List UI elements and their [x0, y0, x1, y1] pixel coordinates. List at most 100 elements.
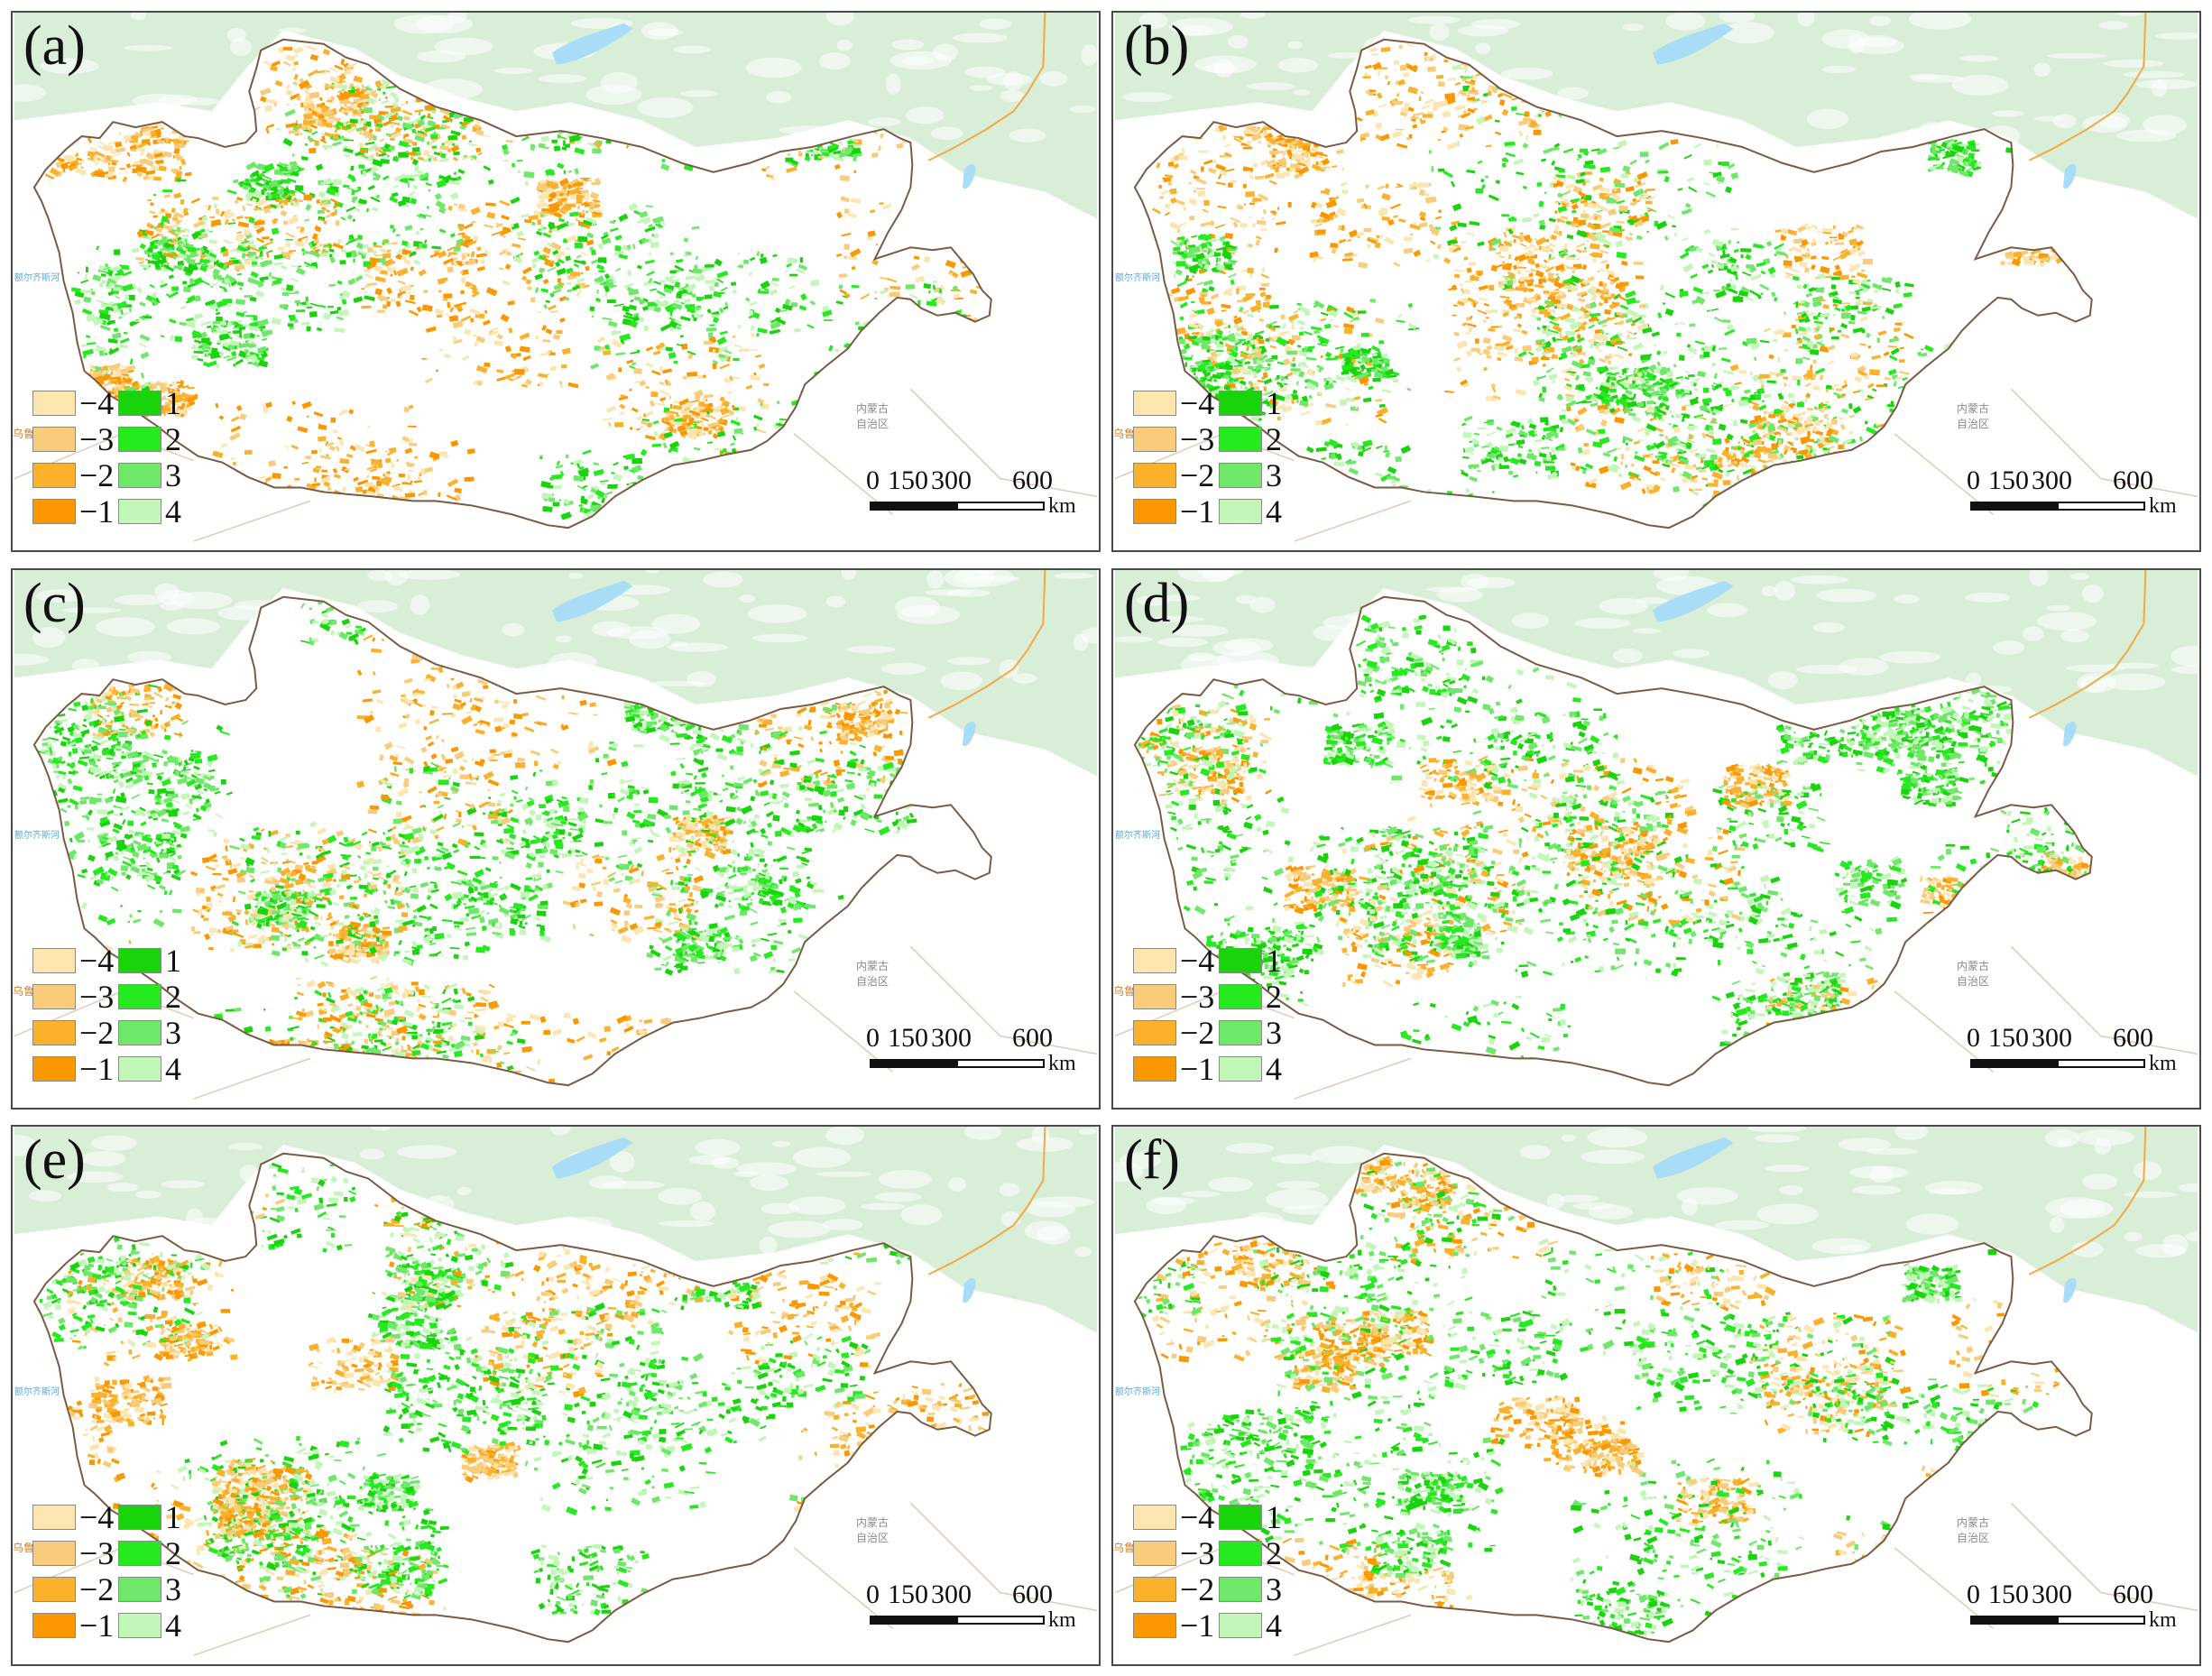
scale-tick-label: 300 [931, 1025, 972, 1052]
legend-label: −4 [1180, 1501, 1214, 1533]
legend-swatch [118, 1020, 161, 1045]
legend-item: 2 [1219, 422, 1282, 456]
scale-tick-label: 0 [866, 1581, 880, 1608]
legend-label: −3 [79, 1537, 114, 1570]
scale-tick-label: 300 [2032, 467, 2072, 494]
legend-swatch [1133, 1505, 1176, 1530]
scale-tick-label: 150 [1988, 1025, 2029, 1052]
legend-swatch [118, 984, 161, 1009]
admin-boundary [2028, 570, 2147, 719]
legend-label: −2 [1180, 459, 1214, 492]
scale-unit: km [2149, 494, 2177, 519]
legend-item: 2 [1219, 980, 1282, 1014]
legend: −4 −3 −2 −1 1 2 3 4 [32, 1500, 213, 1653]
legend-swatch [1133, 984, 1176, 1009]
legend-item: −2 [1133, 458, 1214, 493]
legend-item: 3 [1219, 1572, 1282, 1607]
legend-swatch [32, 1056, 76, 1082]
scale-unit: km [2149, 1052, 2177, 1076]
forest-area [14, 570, 1097, 777]
scale-bar: 0 150 300 600 km [1967, 1025, 2177, 1090]
scale-tick-label: 0 [1967, 1025, 1980, 1052]
legend-label: −2 [79, 1017, 114, 1049]
legend-swatch [32, 1505, 76, 1530]
legend-swatch [118, 427, 161, 452]
place-label: 内蒙古 [1957, 401, 1989, 416]
legend-label: 4 [165, 1053, 181, 1085]
map-panel: 内蒙古自治区乌鲁木齐市额尔齐斯河(f)−4−3−2−11234015030060… [1111, 1125, 2201, 1666]
scale-tick-label: 0 [866, 1025, 880, 1052]
scale-segment [956, 502, 1045, 511]
country-border [32, 38, 992, 530]
legend-label: 3 [1266, 1573, 1282, 1606]
scale-segment [1970, 502, 2059, 511]
legend-label: 2 [1266, 423, 1282, 456]
legend-item: 3 [118, 1572, 181, 1607]
legend-label: −3 [1180, 981, 1214, 1013]
legend-label: 1 [165, 387, 181, 419]
lake [2062, 1277, 2077, 1303]
admin-boundary [2028, 13, 2147, 161]
scale-tick-label: 600 [1012, 1025, 1053, 1052]
place-label: 内蒙古 [856, 958, 889, 973]
legend-swatch [1219, 1613, 1262, 1638]
place-label: 内蒙古 [1957, 1515, 1989, 1530]
admin-boundary [927, 13, 1046, 161]
legend-swatch [1219, 391, 1262, 416]
panel-label: (c) [23, 576, 86, 631]
legend-item: 4 [118, 494, 181, 529]
legend-label: 1 [1266, 1501, 1282, 1533]
legend-item: −3 [1133, 422, 1214, 456]
scale-bar: 0 150 300 600 km [866, 1581, 1076, 1646]
legend-item: −4 [32, 1500, 114, 1534]
legend-label: 3 [165, 459, 181, 492]
legend-label: 3 [1266, 1017, 1282, 1049]
legend-item: −1 [1133, 1608, 1214, 1643]
legend-label: 4 [165, 1609, 181, 1642]
legend-label: 2 [165, 423, 181, 456]
legend-label: −3 [79, 981, 114, 1013]
place-label: 自治区 [856, 416, 889, 431]
legend-swatch [32, 427, 76, 452]
legend-item: −3 [1133, 980, 1214, 1014]
place-label: 额尔齐斯河 [1115, 827, 1160, 841]
legend-item: −4 [32, 386, 114, 420]
legend-item: 3 [1219, 458, 1282, 493]
legend-label: −4 [79, 1501, 114, 1533]
legend-swatch [1133, 463, 1176, 488]
legend-label: −3 [1180, 423, 1214, 456]
legend-swatch [32, 1577, 76, 1602]
legend-label: −1 [79, 1609, 114, 1642]
legend-label: 3 [165, 1573, 181, 1606]
map-panel: 内蒙古自治区乌鲁木齐市额尔齐斯河(c)−4−3−2−11234015030060… [11, 568, 1101, 1110]
legend-item: 4 [118, 1052, 181, 1086]
legend-label: −1 [1180, 1609, 1214, 1642]
place-label: 内蒙古 [856, 401, 889, 416]
legend-swatch [118, 1541, 161, 1566]
country-border [32, 1152, 992, 1644]
legend-item: 3 [118, 1016, 181, 1050]
forest-area [1115, 13, 2198, 219]
scale-bar: 0 150 300 600 km [866, 1025, 1076, 1090]
legend-swatch [32, 984, 76, 1009]
legend-item: −2 [32, 1016, 114, 1050]
legend-label: 4 [1266, 1053, 1282, 1085]
legend-item: −1 [32, 1608, 114, 1643]
legend-label: 4 [1266, 495, 1282, 528]
scale-segment [2057, 1059, 2145, 1068]
scale-segment [870, 502, 958, 511]
map-canvas [1114, 13, 2199, 550]
place-label: 内蒙古 [856, 1515, 889, 1530]
place-label: 自治区 [856, 1530, 889, 1545]
legend-item: −1 [32, 494, 114, 529]
legend-swatch [1133, 1541, 1176, 1566]
map-canvas [1113, 570, 2199, 1108]
map-panel: 内蒙古自治区乌鲁木齐市额尔齐斯河(b)−4−3−2−11234015030060… [1111, 11, 2201, 552]
map-canvas [13, 1127, 1098, 1664]
legend-label: −4 [79, 944, 114, 977]
scale-segment [1970, 1059, 2059, 1068]
legend-swatch [32, 1613, 76, 1638]
legend-swatch [118, 391, 161, 416]
scale-segment [870, 1059, 958, 1068]
legend-item: 1 [118, 944, 181, 978]
